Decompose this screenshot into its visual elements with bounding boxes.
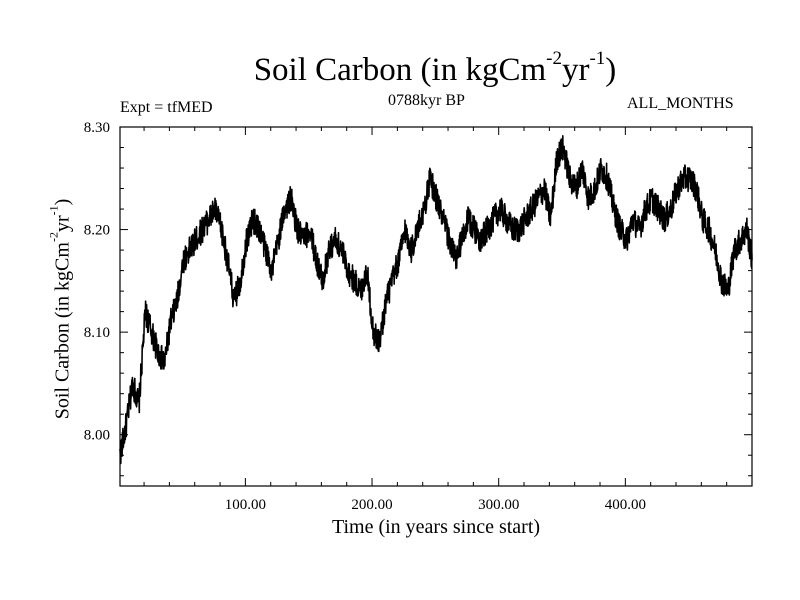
chart-title: Soil Carbon (in kgCm-2yr-1) [0,48,800,89]
ylabel-exponent-1: -2 [46,232,61,243]
subtitle-period: 0788kyr BP [388,92,465,109]
title-mid: yr [561,52,590,88]
ylabel-mid: yr [51,215,74,233]
title-exponent-1: -2 [546,48,562,69]
x-tick-label: 100.00 [225,497,266,513]
ylabel-exponent-2: -1 [46,205,61,216]
series-line-soil-carbon [119,135,753,465]
plot-frame [119,126,753,487]
x-tick-label: 400.00 [605,497,646,513]
x-tick-label: 300.00 [478,497,519,513]
title-exponent-2: -1 [589,48,606,69]
subtitle-experiment: Expt = tfMED [120,99,213,116]
subtitle-months: ALL_MONTHS [627,95,734,112]
y-tick-label: 8.30 [84,120,110,136]
title-main: Soil Carbon (in kgCm [253,52,547,88]
y-tick-label: 8.10 [84,325,110,341]
ylabel-main: Soil Carbon (in kgCm [51,242,74,420]
x-axis-label: Time (in years since start) [331,516,541,538]
title-end: ) [605,52,617,88]
y-axis-label: Soil Carbon (in kgCm-2yr-1) [46,199,75,420]
y-tick-label: 8.20 [84,223,110,239]
x-tick-label: 200.00 [351,497,392,513]
y-tick-label: 8.00 [84,428,110,444]
